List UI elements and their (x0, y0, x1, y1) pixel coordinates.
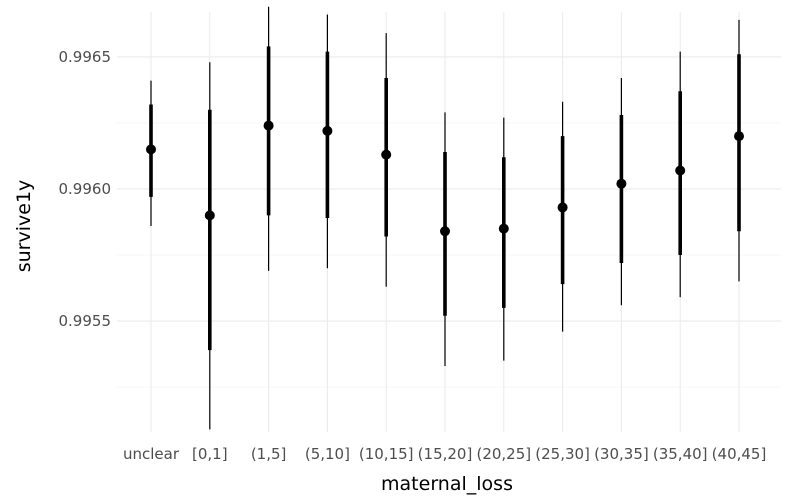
point-estimate (322, 125, 333, 136)
point-estimate (440, 226, 450, 237)
y-tick-label: 0.9965 (59, 48, 112, 66)
point-estimate (146, 144, 156, 155)
x-tick-label: [0,1] (192, 445, 228, 463)
point-estimate (204, 210, 215, 221)
y-tick-label: 0.9960 (59, 180, 112, 198)
x-tick-label: (35,40] (653, 445, 708, 463)
x-tick-label: (5,10] (305, 445, 350, 463)
y-axis-title: survive1y (13, 180, 35, 273)
x-tick-label: (30,35] (594, 445, 649, 463)
point-estimate (557, 202, 568, 213)
x-tick-label: unclear (123, 445, 180, 463)
x-tick-label: (20,25] (476, 445, 531, 463)
point-ranges (146, 6, 744, 430)
x-tick-label: (40,45] (712, 445, 767, 463)
point-estimate (381, 149, 392, 160)
x-tick-label: (15,20] (418, 445, 473, 463)
x-axis-tick-labels: unclear [0,1] (1,5] (5,10] (10,15] (15,20] (20… (123, 445, 766, 463)
point-estimate (675, 165, 686, 176)
x-tick-label: (25,30] (535, 445, 590, 463)
plot-panel (117, 6, 781, 432)
point-estimate (734, 131, 744, 142)
minor-gridlines-y (117, 122, 781, 388)
point-estimate (263, 120, 274, 131)
y-tick-label: 0.9955 (59, 312, 112, 330)
x-tick-label: (1,5] (251, 445, 287, 463)
y-axis-tick-labels: 0.9955 0.9960 0.9965 (59, 48, 112, 330)
point-estimate (616, 178, 627, 189)
x-tick-label: (10,15] (359, 445, 414, 463)
x-axis-title: maternal_loss (381, 473, 513, 495)
point-estimate (498, 223, 509, 234)
major-gridlines-y (117, 56, 781, 322)
